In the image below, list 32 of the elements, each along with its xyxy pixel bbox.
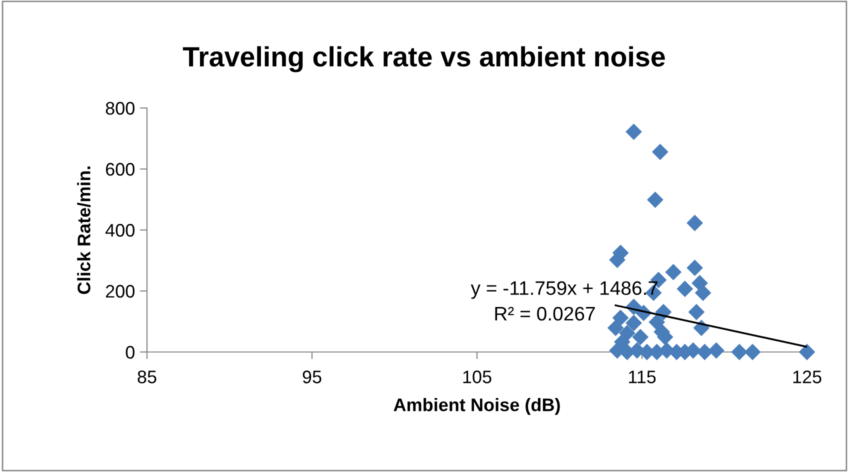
x-tick-label: 85 (138, 370, 156, 384)
point (686, 214, 704, 232)
x-axis-title: Ambient Noise (dB) (394, 398, 560, 415)
point (652, 144, 668, 160)
annotation: R² = 0.0267 (495, 306, 595, 321)
point (626, 124, 642, 140)
point (744, 344, 761, 360)
point (612, 310, 629, 326)
point (696, 344, 713, 360)
point (607, 320, 624, 336)
x-tick-label: 125 (793, 370, 822, 384)
chart-title: Traveling click rate vs ambient noise (182, 46, 665, 72)
point (731, 344, 748, 360)
point (646, 192, 664, 208)
x-tick-label: 105 (463, 370, 492, 384)
point (632, 328, 649, 346)
point (686, 260, 704, 276)
x-tick-label: 115 (628, 370, 656, 384)
y-tick-label: 800 (106, 102, 134, 115)
y-tick-label: 600 (106, 162, 134, 176)
point (626, 314, 642, 332)
y-tick-label: 0 (126, 346, 134, 359)
x-tick-label: 95 (302, 370, 322, 384)
point (708, 342, 724, 359)
y-axis-title: Click Rate/min. (77, 166, 91, 294)
point (798, 344, 816, 360)
point (665, 264, 682, 280)
y-tick-label: 200 (106, 284, 134, 298)
y-tick-label: 400 (105, 224, 134, 237)
point (688, 304, 705, 320)
point (676, 280, 694, 298)
point (694, 284, 712, 302)
